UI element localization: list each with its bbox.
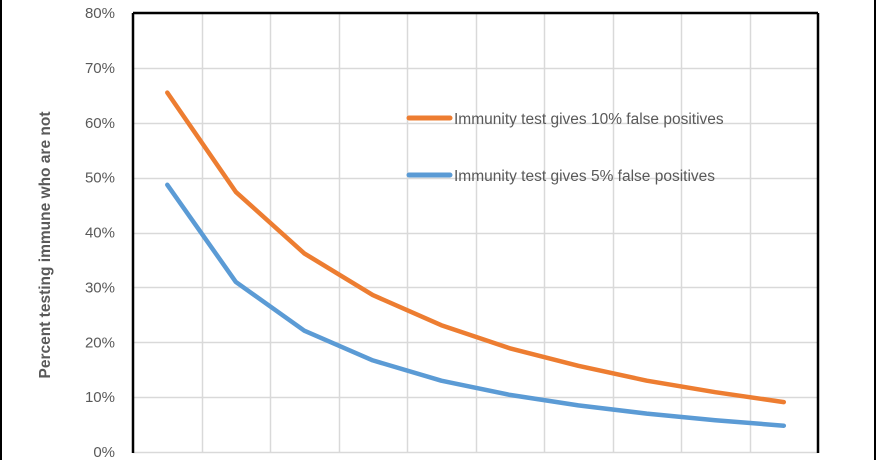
y-tick-label: 60% <box>85 115 115 132</box>
legend-label-5pct: Immunity test gives 5% false positives <box>454 168 715 185</box>
y-axis-label: Percent testing immune who are not <box>37 112 54 379</box>
y-tick-label: 70% <box>85 60 115 77</box>
y-tick-label: 80% <box>85 5 115 22</box>
series-line-5pct-false-positives <box>165 182 787 428</box>
y-tick-label: 50% <box>85 170 115 187</box>
legend: Immunity test gives 10% false positives … <box>406 111 724 185</box>
y-tick-label: 0% <box>93 444 115 460</box>
gridlines <box>133 12 818 454</box>
y-tick-label: 30% <box>85 279 115 296</box>
y-tick-label: 40% <box>85 225 115 242</box>
image-left-border <box>0 0 2 460</box>
y-axis-ticks: 0% 10% 20% 30% 40% 50% 60% 70% 80% <box>85 5 115 461</box>
y-tick-label: 20% <box>85 334 115 351</box>
series-line-10pct-false-positives <box>165 90 787 405</box>
image-right-border <box>874 0 876 460</box>
plot-frame <box>131 11 820 453</box>
legend-label-10pct: Immunity test gives 10% false positives <box>454 111 724 128</box>
data-series <box>165 90 787 428</box>
y-tick-label: 10% <box>85 389 115 406</box>
